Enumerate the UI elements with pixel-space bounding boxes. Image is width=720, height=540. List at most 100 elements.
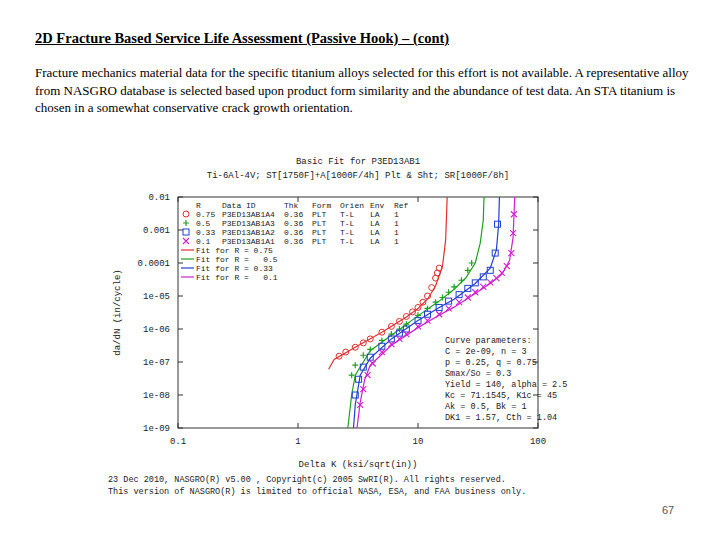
legend-header: Form [312,201,331,210]
data-point [379,349,385,355]
legend-cell: T-L [340,237,355,246]
annotation: p = 0.25, q = 0.75 [445,358,537,368]
data-point [465,295,471,301]
y-tick [178,296,183,297]
data-point [492,250,498,256]
data-point [370,361,376,367]
y-tick [178,263,183,264]
data-point [396,318,402,324]
data-point [396,336,402,342]
y-tick-label: 1e-07 [143,358,170,368]
data-point [480,284,486,290]
data-point [379,337,385,343]
x-tick-label: 100 [530,437,546,447]
slide-paragraph: Fracture mechanics material data for the… [35,64,690,117]
y-tick [178,428,183,429]
data-point [508,250,514,256]
data-point [446,305,452,311]
y-tick-label: 0.01 [148,193,170,203]
data-point [403,326,409,332]
data-point [446,298,452,304]
y-tick [178,362,183,363]
data-point [403,331,409,337]
annotation: DK1 = 1.57, Cth = 1.04 [445,413,557,423]
data-point [480,274,486,280]
annotation: C = 2e-09, n = 3 [445,347,527,357]
data-point [504,263,510,269]
y-tick-label: 0.001 [143,226,170,236]
data-point [396,326,402,332]
data-point [360,340,366,346]
x-tick [298,423,299,428]
data-point [352,362,358,368]
data-point [349,372,355,378]
chart: Basic Fit for P3ED13AB1Ti-6Al-4V; ST[175… [0,0,720,540]
legend-label: 0.5 [196,219,211,228]
y-tick [178,329,183,330]
data-point [436,265,442,271]
legend-cell: P3ED13AB1A1 [222,237,275,246]
data-point [356,376,362,382]
legend-cell: PLT [312,237,327,246]
data-point [360,364,366,370]
footer-text: This version of NASGRO(R) is limited to … [108,487,526,497]
data-point [396,330,402,336]
data-point [352,392,358,398]
legend-cell: PLT [312,210,327,219]
annotation: Smax/So = 0.3 [445,369,511,379]
data-point [403,313,409,319]
x-tick [178,197,179,202]
legend-label: 0.33 [196,228,215,237]
data-point [415,323,421,329]
legend-label: Fit for R = 0.5 [196,255,278,264]
x-tick [418,197,419,202]
legend-cell: T-L [340,210,355,219]
footer-text: 23 Dec 2010, NASGRO(R) v5.00 , Copyright… [108,475,506,485]
legend-header: Env [370,201,385,210]
x-tick-label: 0.1 [170,437,186,447]
y-tick [178,197,183,198]
data-point [388,341,394,347]
data-point [499,270,505,276]
legend-marker [183,211,189,217]
data-point [511,211,517,217]
legend-header: R [196,201,201,210]
legend-cell: PLT [312,219,327,228]
legend-cell: 0.36 [284,237,303,246]
data-point [415,318,421,324]
data-point [365,372,371,378]
y-tick-label: 0.0001 [138,259,170,269]
data-point [458,277,464,283]
y-tick [533,263,538,264]
legend-cell: T-L [340,228,355,237]
data-point [352,344,358,350]
legend-label: Fit for R = 0.1 [196,273,278,282]
data-point [425,305,431,311]
data-point [425,293,431,299]
legend-marker [183,220,189,226]
y-tick-label: 1e-08 [143,391,170,401]
legend-cell: PLT [312,228,327,237]
slide-heading: 2D Fracture Based Service Life Assessmen… [35,30,449,47]
data-point [495,221,501,227]
y-tick [178,395,183,396]
legend-cell: P3ED13AB1A2 [222,228,275,237]
data-point [469,260,475,266]
x-tick [178,423,179,428]
data-point [465,267,471,273]
legend-label: Fit for R = 0.33 [196,264,273,273]
legend-line [181,267,194,268]
legend-line [181,276,194,277]
legend-cell: LA [370,237,380,246]
data-point [379,343,385,349]
data-point [451,284,457,290]
legend-cell: 0.36 [284,210,303,219]
data-point [456,292,462,298]
legend-header: Ref [394,201,409,210]
legend-line [181,249,194,250]
legend-cell: 0.36 [284,219,303,228]
x-tick [538,197,539,202]
data-point [343,349,349,355]
x-tick [538,423,539,428]
data-point [336,353,342,359]
